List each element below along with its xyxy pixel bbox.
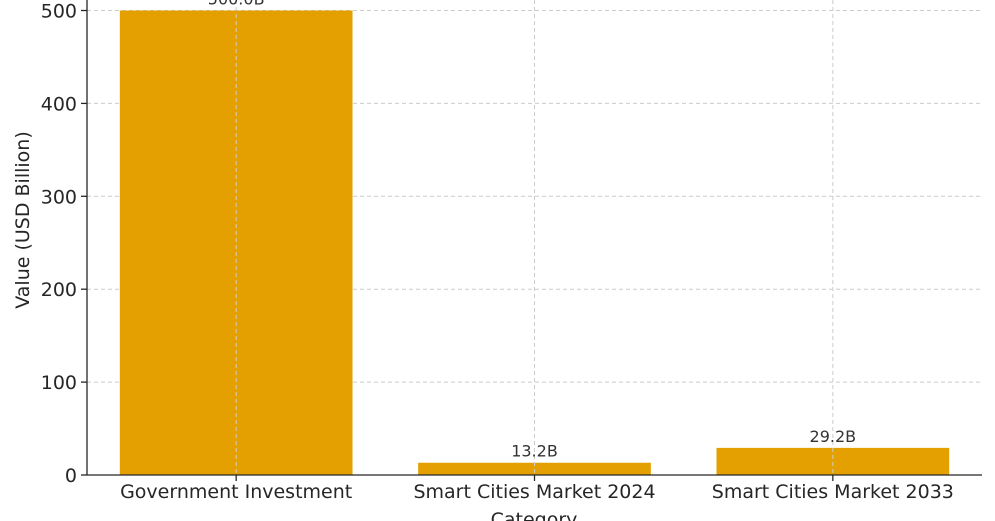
y-axis-title: Value (USD Billion) bbox=[12, 131, 34, 309]
data-label: 500.0B bbox=[208, 0, 265, 9]
y-tick-label: 500 bbox=[41, 1, 77, 23]
y-tick-label: 0 bbox=[65, 465, 77, 487]
y-ticks: 0 100 200 300 400 500 bbox=[41, 1, 87, 487]
bar bbox=[418, 462, 651, 475]
y-tick-label: 100 bbox=[41, 372, 77, 394]
x-tick-label: Smart Cities Market 2024 bbox=[413, 481, 655, 503]
y-tick-label: 300 bbox=[41, 186, 77, 208]
x-axis-title: Category bbox=[491, 509, 578, 521]
data-labels: 500.0B 13.2B 29.2B bbox=[208, 0, 856, 461]
x-ticks: Government Investment Smart Cities Market… bbox=[120, 475, 954, 503]
y-tick-label: 400 bbox=[41, 93, 77, 115]
x-tick-label: Smart Cities Market 2033 bbox=[712, 481, 954, 503]
data-label: 13.2B bbox=[511, 442, 558, 461]
x-grid-overlay bbox=[235, 0, 834, 475]
x-tick-label: Government Investment bbox=[120, 481, 352, 503]
y-tick-label: 200 bbox=[41, 279, 77, 301]
data-label: 29.2B bbox=[810, 427, 857, 446]
